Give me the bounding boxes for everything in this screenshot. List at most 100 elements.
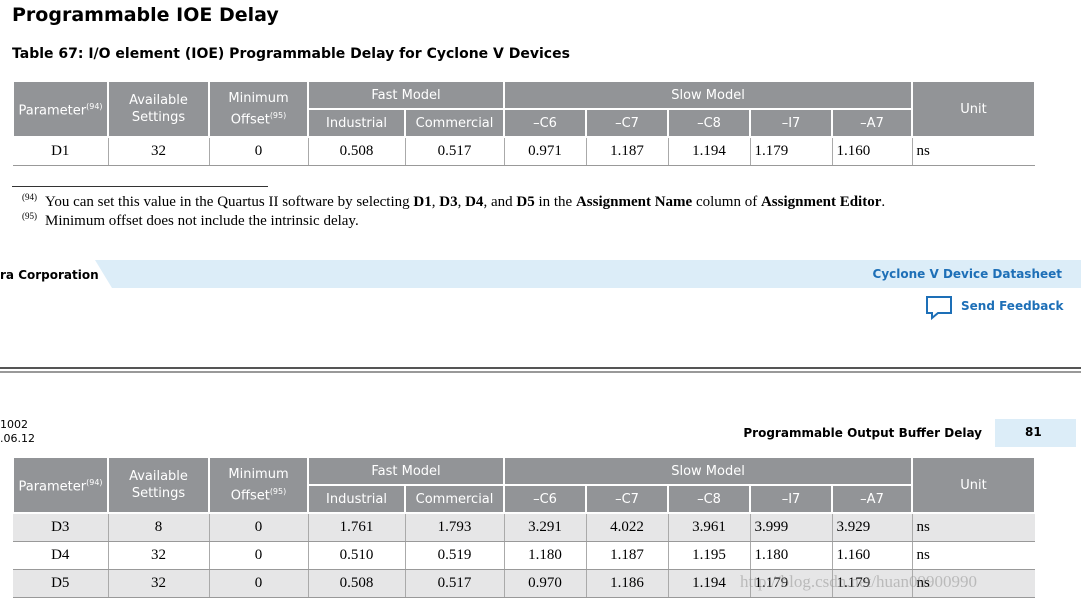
table: Parameter(94) Available Settings Minimum O… xyxy=(12,80,1037,166)
feedback-icon xyxy=(926,296,952,321)
footnote-text: in the xyxy=(534,194,576,210)
header-text: Unit xyxy=(960,101,987,117)
header-cell: Available Settings xyxy=(107,456,210,514)
cell: 1.761 xyxy=(308,513,406,542)
table: Parameter(94) Available Settings Minimum O… xyxy=(12,456,1037,598)
cell: 0 xyxy=(209,569,309,598)
header-text: Available Settings xyxy=(129,93,188,125)
footnote-text: , xyxy=(457,194,466,210)
header-text: –A7 xyxy=(860,115,884,131)
cell: 1.195 xyxy=(668,541,751,570)
header-cell: –C7 xyxy=(585,484,670,514)
row: D5 32 0 0.508 0.517 0.970 1.186 1.194 1.179 1.179… xyxy=(13,569,1036,598)
cell: 0 xyxy=(209,137,309,166)
footnote-text: D1 xyxy=(413,194,432,210)
header-text: Minimum Offset xyxy=(228,90,289,128)
heading: Programmable IOE Delay xyxy=(12,4,279,26)
header-text: Slow Model xyxy=(671,463,745,479)
cell: 1.160 xyxy=(832,541,913,570)
header-text: –C6 xyxy=(533,491,557,507)
cell: 0.970 xyxy=(504,569,587,598)
header-row: Industrial Commercial –C6 –C7 –C8 –I7 –A7 xyxy=(13,484,1035,514)
send-feedback[interactable]: Send Feedback xyxy=(961,299,1064,313)
header-text: Parameter xyxy=(18,103,87,119)
header-cell: Parameter(94) xyxy=(12,456,109,514)
header-text: –C7 xyxy=(615,491,639,507)
header-cell: Fast Model xyxy=(306,456,506,486)
footnote-rule xyxy=(12,186,268,187)
header-text: Fast Model xyxy=(371,87,441,103)
header-cell: –A7 xyxy=(831,108,914,138)
separator xyxy=(0,367,1081,369)
cell: 32 xyxy=(108,541,210,570)
footnote-text: Assignment Name xyxy=(575,194,693,210)
watermark: http://blog.csdn.net/huan09900990 xyxy=(740,572,978,591)
cell: 0.517 xyxy=(405,569,505,598)
header-text: –A7 xyxy=(860,491,884,507)
cell: D5 xyxy=(13,569,109,598)
cell: 3.961 xyxy=(668,513,751,542)
separator xyxy=(0,371,1081,373)
header-text: –C8 xyxy=(697,115,721,131)
header-text: Minimum Offset xyxy=(228,466,289,504)
header-cell: –A7 xyxy=(831,484,914,514)
header-text: –C8 xyxy=(697,491,721,507)
page-number: 81 xyxy=(1025,425,1042,439)
company: ra Corporation xyxy=(0,268,99,282)
header-cell: Fast Model xyxy=(306,80,506,110)
cell: 1.179 xyxy=(832,569,913,598)
header-cell: –I7 xyxy=(749,108,834,138)
footnote-text: D3 xyxy=(439,194,458,210)
header-cell: –C8 xyxy=(667,484,752,514)
header-text: Available Settings xyxy=(129,469,188,501)
cell: ns xyxy=(912,137,1036,166)
cell: 4.022 xyxy=(586,513,669,542)
footnote-mark: (94) xyxy=(22,192,37,202)
footnote-text: Minimum offset does not include the intr… xyxy=(45,213,359,229)
cell: 1.187 xyxy=(586,541,669,570)
cell: 1.186 xyxy=(586,569,669,598)
header-text: –I7 xyxy=(781,115,801,131)
cell: 1.180 xyxy=(504,541,587,570)
header-text: –I7 xyxy=(781,491,801,507)
footnote-mark: (95) xyxy=(22,211,37,221)
header-row: Parameter(94) Available Settings Minimum O… xyxy=(12,80,1037,138)
header-cell: –I7 xyxy=(749,484,834,514)
footnote: (95) Minimum offset does not include the … xyxy=(22,211,359,230)
header-note: (94) xyxy=(86,102,103,112)
cell: D3 xyxy=(13,513,109,542)
footnote-text: column of xyxy=(692,194,761,210)
cell: 0.508 xyxy=(308,569,406,598)
header-note: (94) xyxy=(86,478,103,488)
cell: ns xyxy=(912,569,1036,598)
footnote-text: Assignment Editor xyxy=(760,194,882,210)
footnote-text: , xyxy=(431,194,440,210)
header-cell: Slow Model xyxy=(503,456,914,486)
header-text: Commercial xyxy=(415,115,494,131)
table-caption: Table 67: I/O element (IOE) Programmable… xyxy=(12,46,570,62)
footnote-text: . xyxy=(881,194,886,210)
cell: 3.929 xyxy=(832,513,913,542)
header-cell: –C6 xyxy=(503,484,588,514)
footnote-text: D4 xyxy=(465,194,484,210)
header-text: –C6 xyxy=(533,115,557,131)
header-cell: Unit xyxy=(911,80,1037,138)
footnote: (94) You can set this value in the Quartu… xyxy=(22,192,885,211)
row: D1 32 0 0.508 0.517 0.971 1.187 1.194 1.179 1.160… xyxy=(13,137,1036,166)
row: D3 8 0 1.761 1.793 3.291 4.022 3.961 3.999 3.929 n… xyxy=(13,513,1036,542)
footnote-text: D5 xyxy=(516,194,535,210)
row: D4 32 0 0.510 0.519 1.180 1.187 1.195 1.180 1.160… xyxy=(13,541,1036,570)
cell: 0.517 xyxy=(405,137,505,166)
cell: 0.510 xyxy=(308,541,406,570)
header-cell: Minimum Offset(95) xyxy=(208,456,309,514)
header-text: –C7 xyxy=(615,115,639,131)
header-text: Slow Model xyxy=(671,87,745,103)
cell: 1.160 xyxy=(832,137,913,166)
cell: 1.187 xyxy=(586,137,669,166)
cell: 3.999 xyxy=(750,513,833,542)
header-text: Unit xyxy=(960,477,987,493)
header-cell: Available Settings xyxy=(107,80,210,138)
doc-title: Cyclone V Device Datasheet xyxy=(872,267,1062,281)
cell: 0.971 xyxy=(504,137,587,166)
